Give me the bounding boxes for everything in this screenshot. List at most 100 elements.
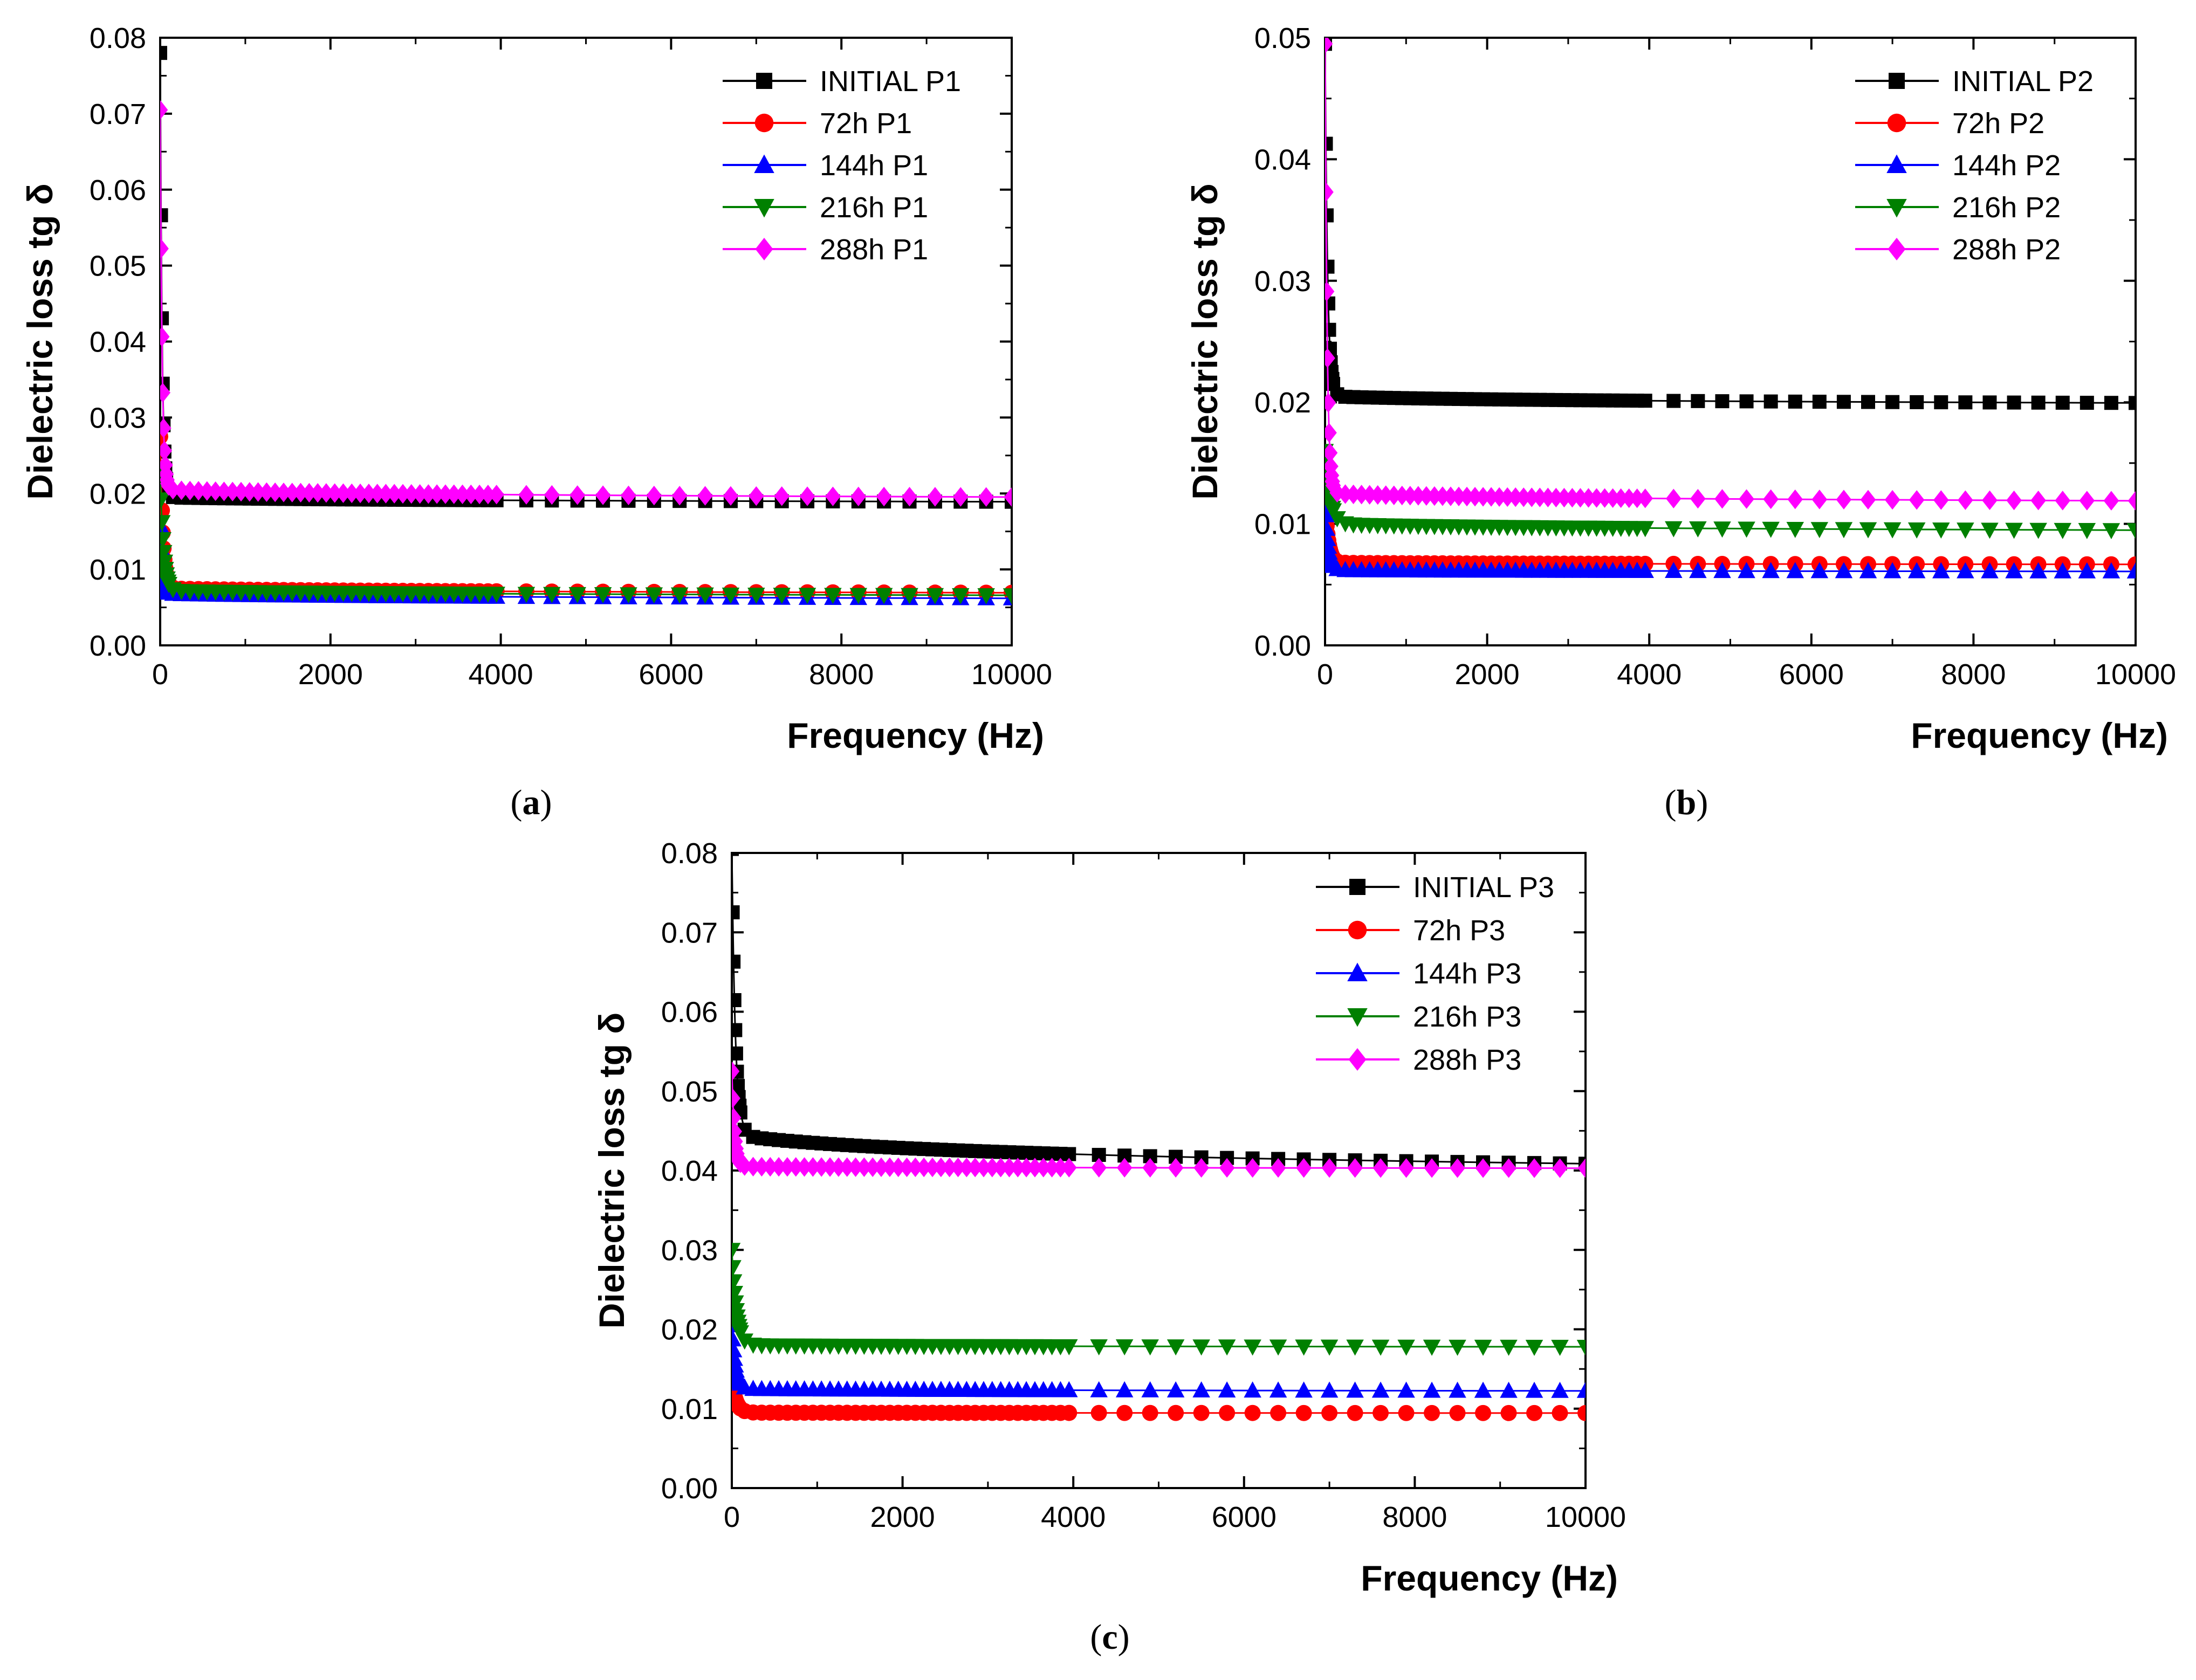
data-point [2126,523,2136,540]
data-point [1193,1158,1209,1178]
data-point [1270,1404,1287,1421]
data-point [1525,1339,1543,1356]
data-point [1762,521,1780,538]
data-point [250,482,266,502]
legend-marker [1348,1048,1367,1071]
data-point [2104,396,2118,410]
data-point [1320,1339,1339,1356]
data-point [1636,521,1654,538]
data-point [1449,1381,1466,1398]
data-point [489,485,505,505]
y-tick-label: 0.01 [661,1393,718,1426]
data-point [1116,1158,1133,1178]
data-point [352,483,368,504]
legend-label: 288h P2 [1952,233,2061,266]
legend-item: 144h P3 [1316,958,1521,990]
data-point [1690,488,1706,509]
data-point [1378,485,1394,505]
legend-item: 72h P1 [723,107,912,140]
data-point [1325,443,1338,463]
data-point [1665,488,1682,508]
data-point [1424,1404,1440,1421]
data-point [933,1158,949,1178]
data-point [1346,484,1361,505]
legend-label: 144h P1 [820,149,928,182]
data-point [518,485,534,505]
data-point [732,1088,740,1108]
data-point [864,1157,881,1178]
data-point [1370,485,1385,505]
data-point [1459,486,1475,507]
data-point [1295,1381,1313,1398]
data-point [754,1156,770,1177]
x-tick-label: 4000 [1617,658,1682,691]
y-tick-label: 0.05 [90,250,146,283]
data-point [344,483,360,504]
data-point [1035,1158,1052,1178]
data-point [1934,395,1948,410]
data-point [1884,490,1900,510]
data-point [1556,487,1572,508]
data-point [1713,562,1731,579]
data-point [1787,489,1803,509]
data-point [1166,1339,1185,1356]
data-point [825,486,841,506]
data-point [875,588,893,604]
data-point [165,480,181,500]
data-point [805,1157,821,1177]
data-point [199,481,215,501]
legend-marker [754,199,774,218]
y-tick-label: 0.01 [1254,508,1311,541]
data-point [822,1157,838,1177]
data-point [747,587,765,604]
data-point [293,483,308,502]
data-point [978,487,994,507]
data-point [1269,1381,1287,1398]
y-tick-label: 0.05 [1254,22,1311,54]
data-point [1786,562,1804,579]
data-point [1296,1158,1312,1178]
data-point [1325,281,1335,301]
data-point [1410,486,1426,506]
legend-marker [1349,879,1365,895]
legend: INITIAL P2 72h P2 144h P2 216h P2 288h P2 [1855,65,2094,266]
data-point [1576,1381,1586,1398]
data-point [2129,396,2136,410]
y-tick-label: 0.06 [661,996,718,1029]
data-point [1499,487,1515,507]
data-point [1449,1339,1466,1356]
data-point [732,1325,750,1342]
data-point [1018,1158,1034,1178]
x-tick-label: 6000 [1779,658,1844,691]
data-point [1665,521,1683,538]
data-point [1044,1158,1060,1178]
data-point [1958,490,1973,510]
data-point [2055,491,2071,511]
legend-label: 288h P1 [820,233,928,266]
x-tick-label: 8000 [1941,658,2006,691]
y-tick-label: 0.03 [90,402,146,434]
data-point [378,484,394,504]
data-point [1715,394,1730,409]
data-point [1269,1339,1287,1356]
data-point [848,1157,863,1177]
data-point [1004,487,1012,507]
data-point [395,484,411,504]
data-point [160,327,170,347]
data-point [976,1158,992,1178]
data-point [412,484,428,504]
data-point [208,481,223,501]
data-point [160,492,170,509]
data-point [1142,1158,1158,1178]
data-point [1739,394,1754,409]
data-point [1372,1158,1389,1178]
data-point [160,515,171,532]
data-point [160,440,173,461]
data-point [876,486,892,507]
data-point [1443,486,1459,506]
data-point [984,1158,1000,1178]
data-point [1666,394,1681,408]
data-point [517,587,536,603]
x-tick-label: 2000 [298,658,363,691]
data-point [908,1157,923,1178]
